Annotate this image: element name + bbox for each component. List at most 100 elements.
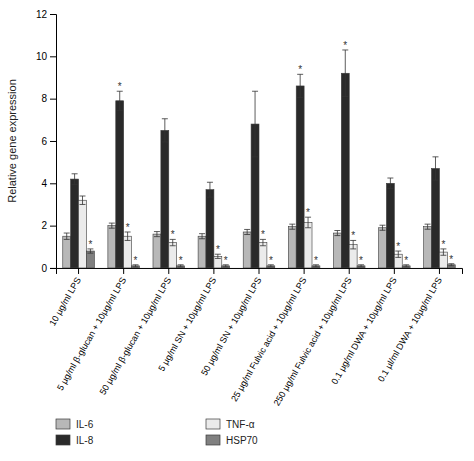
bar: [63, 236, 71, 268]
error-cap: [80, 196, 86, 197]
error-cap: [199, 233, 205, 234]
error-cap: [358, 266, 364, 267]
error-cap: [244, 229, 250, 230]
error-bar: [164, 119, 165, 142]
error-cap: [87, 253, 93, 254]
y-tick-label: 0: [41, 263, 47, 274]
legend-swatch: [56, 435, 70, 445]
y-tick-mark: [50, 14, 56, 15]
y-tick-label: 10: [36, 51, 48, 62]
y-tick: 10: [36, 51, 56, 62]
x-tick: 50 μg/ml β-glucan + 10μg/ml LPS: [98, 268, 174, 397]
significance-star: *: [314, 255, 318, 266]
significance-star: *: [343, 40, 347, 51]
x-tick-mark: [78, 268, 79, 274]
error-bar: [292, 224, 293, 229]
significance-star: *: [224, 255, 228, 266]
chart-svg: 02468101210 μg/ml LPS5 μg/ml β-glucan + …: [0, 0, 474, 461]
error-cap: [432, 180, 438, 181]
error-cap: [350, 248, 356, 249]
x-tick: 25 μg/ml Fulvic acid + 10μg/ml LPS: [229, 268, 309, 403]
error-cap: [72, 184, 78, 185]
bar: [432, 168, 440, 267]
y-tick-label: 12: [36, 9, 48, 20]
error-cap: [178, 266, 184, 267]
significance-star: *: [126, 222, 130, 233]
error-cap: [244, 234, 250, 235]
x-tick: 250 μg/ml Fulvic acid + 10μg/ml LPS: [272, 268, 354, 408]
error-bar: [156, 232, 157, 237]
error-cap: [260, 245, 266, 246]
bar: [243, 232, 251, 268]
x-tick-label: 50 μg/ml β-glucan + 10μg/ml LPS: [98, 276, 174, 397]
x-tick-mark: [349, 268, 350, 274]
y-tick: 2: [41, 220, 56, 231]
y-tick: 4: [41, 178, 56, 189]
error-cap: [64, 233, 70, 234]
series: [71, 50, 440, 268]
legend-item: IL-6: [56, 419, 94, 430]
significance-star: *: [298, 64, 302, 75]
y-tick: 6: [41, 136, 56, 147]
y-tick-mark: [50, 99, 56, 100]
bar: [386, 183, 394, 268]
bar: [79, 200, 87, 268]
error-bar: [382, 225, 383, 230]
error-bar: [308, 217, 309, 228]
x-tick: 0.1 μl/ml DWA + 10μg/ml LPS: [376, 268, 444, 383]
series: [79, 196, 448, 268]
error-cap: [154, 236, 160, 237]
error-cap: [395, 257, 401, 258]
x-tick-mark: [394, 268, 395, 274]
x-tick-mark: [259, 268, 260, 274]
error-bar: [435, 157, 436, 180]
significance-star: *: [404, 255, 408, 266]
significance-star: *: [269, 255, 273, 266]
x-tick-label: 25 μg/ml Fulvic acid + 10μg/ml LPS: [229, 276, 309, 404]
error-cap: [448, 265, 454, 266]
legend-item: IL-8: [56, 435, 94, 446]
error-cap: [387, 178, 393, 179]
error-cap: [252, 156, 258, 157]
error-cap: [313, 266, 319, 267]
error-cap: [162, 142, 168, 143]
error-cap: [64, 239, 70, 240]
error-cap: [387, 188, 393, 189]
error-cap: [379, 230, 385, 231]
y-tick-mark: [50, 56, 56, 57]
error-cap: [125, 240, 131, 241]
error-cap: [305, 227, 311, 228]
x-tick: 10 μg/ml LPS: [47, 268, 83, 328]
significance-star: *: [261, 229, 265, 240]
legend-swatch: [206, 435, 220, 445]
error-cap: [133, 266, 139, 267]
error-cap: [425, 229, 431, 230]
error-cap: [334, 230, 340, 231]
significance-star: *: [171, 229, 175, 240]
error-cap: [289, 224, 295, 225]
y-tick-label: 8: [41, 93, 47, 104]
y-tick-mark: [50, 268, 56, 269]
x-tick-label: 250 μg/ml Fulvic acid + 10μg/ml LPS: [272, 276, 354, 408]
bar: [296, 86, 304, 268]
error-cap: [72, 173, 78, 174]
x-axis-line: [57, 268, 463, 274]
y-tick-mark: [50, 226, 56, 227]
significance-star: *: [216, 244, 220, 255]
significance-star: *: [306, 207, 310, 218]
bar: [333, 233, 341, 268]
bar: [86, 251, 94, 268]
y-axis: 0 2 4 6 8 10 12: [36, 9, 57, 274]
error-cap: [109, 223, 115, 224]
plot: 02468101210 μg/ml LPS5 μg/ml β-glucan + …: [6, 9, 463, 408]
bar: [379, 228, 387, 268]
bar: [116, 101, 124, 268]
error-bar: [202, 234, 203, 239]
error-cap: [425, 224, 431, 225]
error-cap: [162, 118, 168, 119]
y-tick: 8: [41, 93, 56, 104]
y-tick: 12: [36, 9, 56, 20]
significance-star: *: [359, 255, 363, 266]
error-bar: [427, 224, 428, 229]
y-tick-label: 6: [41, 136, 47, 147]
